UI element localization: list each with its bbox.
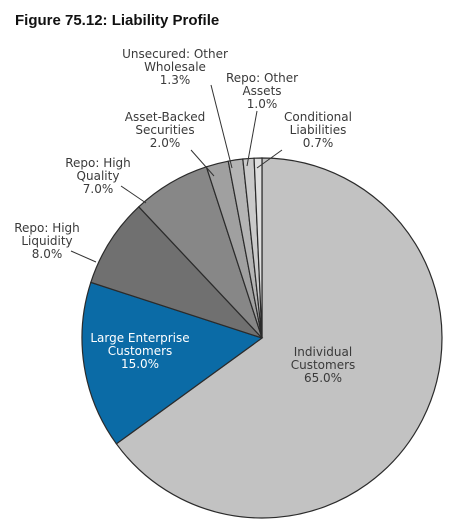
slice-label-line: Conditional <box>284 110 352 124</box>
leader-line-unsecured-other-wholesale <box>210 84 233 169</box>
pie-slices <box>81 157 443 519</box>
slice-value: 7.0% <box>83 182 114 196</box>
slice-label-line: Large Enterprise <box>90 331 189 345</box>
leader-line-asset-backed-securities <box>190 149 215 177</box>
slice-label-line: Assets <box>242 84 281 98</box>
slice-label-conditional-liabilities: Conditional Liabilities 0.7% <box>284 110 352 150</box>
slice-label-line: Liabilities <box>290 123 347 137</box>
slice-label-repo-high-quality: Repo: High Quality 7.0% <box>65 156 131 196</box>
slice-value: 15.0% <box>121 357 159 371</box>
slice-label-line: Securities <box>135 123 194 137</box>
slice-label-line: Repo: High <box>14 221 80 235</box>
pie-slice-conditional-liabilities <box>253 157 263 339</box>
slice-label-repo-other-assets: Repo: Other Assets 1.0% <box>226 71 298 111</box>
slice-label-line: Quality <box>77 169 120 183</box>
slice-label-line: Asset-Backed <box>125 110 205 124</box>
slice-label-unsecured-other-wholesale: Unsecured: Other Wholesale 1.3% <box>122 47 228 87</box>
slice-value: 8.0% <box>32 247 63 261</box>
slice-label-line: Repo: High <box>65 156 131 170</box>
pie-slice-repo-high-liquidity <box>90 205 263 339</box>
slice-value: 65.0% <box>304 371 342 385</box>
slice-label-line: Liquidity <box>21 234 72 248</box>
pie-slice-large-enterprise-customers <box>81 281 264 445</box>
slice-value: 2.0% <box>150 136 181 150</box>
slice-label-line: Customers <box>108 344 173 358</box>
slice-label-line: Repo: Other <box>226 71 298 85</box>
leader-lines <box>70 84 283 263</box>
slice-label-large-enterprise-customers: Large Enterprise Customers 15.0% <box>90 331 189 371</box>
slice-value: 1.0% <box>247 97 278 111</box>
slice-label-asset-backed-securities: Asset-Backed Securities 2.0% <box>125 110 205 150</box>
leader-line-repo-high-liquidity <box>70 250 97 263</box>
slice-value: 1.3% <box>160 73 191 87</box>
figure-title: Figure 75.12: Liability Profile <box>15 12 220 29</box>
slice-label-line: Unsecured: Other <box>122 47 228 61</box>
slice-label-repo-high-liquidity: Repo: High Liquidity 8.0% <box>14 221 80 261</box>
slice-label-line: Individual <box>294 345 352 359</box>
leader-line-conditional-liabilities <box>256 149 283 169</box>
slice-label-line: Wholesale <box>144 60 206 74</box>
slice-value: 0.7% <box>303 136 334 150</box>
pie-slice-individual-customers <box>115 157 443 519</box>
slice-label-individual-customers: Individual Customers 65.0% <box>291 345 356 385</box>
slice-labels: Individual Customers 65.0%Large Enterprise… <box>14 47 355 385</box>
leader-line-repo-other-assets <box>246 110 258 167</box>
leader-line-repo-high-quality <box>120 185 147 204</box>
slice-label-line: Customers <box>291 358 356 372</box>
